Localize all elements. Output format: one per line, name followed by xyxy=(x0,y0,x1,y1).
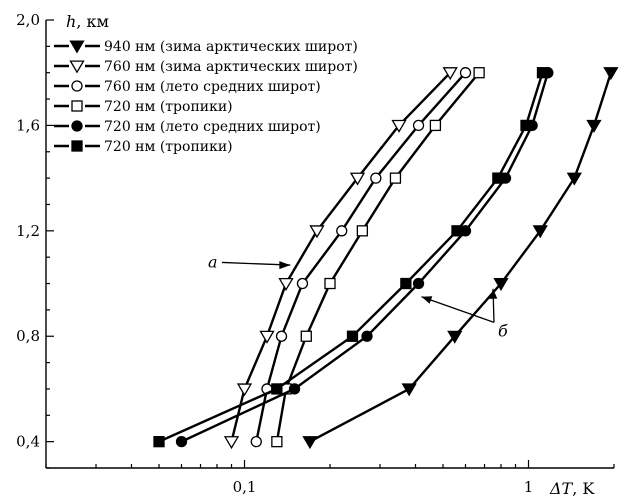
legend: 940 нм (зима арктических широт) 760 нм (з… xyxy=(54,39,358,155)
legend-entry: 720 нм (лето средних широт) xyxy=(54,119,321,135)
data-point-marker xyxy=(493,278,509,291)
series-line xyxy=(230,71,452,442)
y-tick-label: 2,0 xyxy=(16,11,40,29)
legend-entry: 760 нм (лето средних широт) xyxy=(54,79,321,95)
data-point-marker xyxy=(69,40,85,54)
data-point-marker xyxy=(492,172,504,184)
legend-label: 940 нм (зима арктических широт) xyxy=(104,39,358,55)
series-2 xyxy=(250,67,472,448)
annotation-arrow xyxy=(421,296,495,323)
data-point-marker xyxy=(442,67,458,81)
annotation-label: б xyxy=(498,321,508,340)
series-1 xyxy=(223,67,458,450)
annotation-arrow xyxy=(221,261,291,266)
annotations: aб xyxy=(208,252,508,340)
annotation-arrowhead xyxy=(489,288,498,299)
data-point-marker xyxy=(271,383,283,395)
data-point-marker xyxy=(259,330,275,344)
data-point-marker xyxy=(346,330,359,342)
x-tick-label: 0,1 xyxy=(233,478,257,496)
data-point-marker xyxy=(400,277,412,290)
y-tick-label: 0,4 xyxy=(16,433,40,451)
data-point-marker xyxy=(603,67,619,81)
series-line xyxy=(309,72,613,443)
data-point-marker xyxy=(300,330,312,342)
data-point-marker xyxy=(412,119,425,132)
data-point-marker xyxy=(412,277,425,290)
legend-entry: 940 нм (зима арктических широт) xyxy=(54,39,358,55)
data-point-marker xyxy=(278,278,294,291)
data-point-marker xyxy=(401,383,417,397)
series-line xyxy=(158,72,544,443)
data-point-marker xyxy=(309,225,325,239)
x-axis-symbol: ΔT xyxy=(549,479,574,498)
data-point-marker xyxy=(391,119,407,133)
series-0 xyxy=(302,67,619,450)
data-point-marker xyxy=(336,225,348,237)
legend-label: 720 нм (лето средних широт) xyxy=(104,119,321,135)
data-point-marker xyxy=(370,172,382,184)
data-point-marker xyxy=(566,172,582,186)
data-point-marker xyxy=(271,435,283,448)
annotation-arrowhead xyxy=(421,296,433,304)
legend-label: 720 нм (тропики) xyxy=(104,139,233,155)
data-point-marker xyxy=(71,80,83,92)
data-point-marker xyxy=(275,330,288,342)
data-point-marker xyxy=(288,383,301,395)
legend-label: 760 нм (лето средних широт) xyxy=(104,79,321,95)
ticks: 0,1 1 0,4 0,8 1,2 1,6 2,0 xyxy=(16,11,615,496)
y-tick-label: 1,6 xyxy=(16,116,40,134)
annotation-a: a xyxy=(208,252,291,271)
x-axis-unit: , K xyxy=(572,479,595,498)
y-tick-label: 0,8 xyxy=(16,327,40,345)
data-point-marker xyxy=(429,119,442,132)
data-point-marker xyxy=(473,67,485,79)
data-point-marker xyxy=(153,435,165,448)
x-axis-label: ΔT, K xyxy=(549,479,595,498)
y-axis-symbol: h xyxy=(66,12,76,31)
data-point-marker xyxy=(459,67,472,79)
y-axis-label: h, км xyxy=(66,12,109,31)
series-layer xyxy=(153,67,619,450)
data-point-marker xyxy=(447,330,463,344)
data-point-marker xyxy=(69,60,85,74)
data-point-marker xyxy=(586,119,602,133)
series-line xyxy=(255,71,467,442)
data-point-marker xyxy=(296,277,309,290)
legend-entry: 720 нм (тропики) xyxy=(54,139,233,155)
legend-label: 720 нм (тропики) xyxy=(104,99,233,115)
data-point-marker xyxy=(361,330,373,342)
legend-entry: 720 нм (тропики) xyxy=(54,99,233,115)
data-point-marker xyxy=(71,100,83,112)
y-tick-label: 1,2 xyxy=(16,222,40,240)
legend-label: 760 нм (зима арктических широт) xyxy=(104,59,358,75)
data-point-marker xyxy=(71,120,83,132)
data-point-marker xyxy=(389,172,402,184)
legend-entry: 760 нм (зима арктических широт) xyxy=(54,59,358,75)
annotation-b: б xyxy=(421,288,508,340)
data-point-marker xyxy=(223,436,240,450)
data-point-marker xyxy=(302,436,318,450)
y-axis-unit: , км xyxy=(76,12,109,31)
data-point-marker xyxy=(520,119,532,132)
series-5 xyxy=(153,67,549,448)
data-point-marker xyxy=(356,225,369,237)
data-point-marker xyxy=(349,172,366,186)
series-line xyxy=(180,72,550,443)
annotation-arrowhead xyxy=(279,261,291,270)
data-point-marker xyxy=(71,140,83,152)
data-point-marker xyxy=(324,277,336,290)
data-point-marker xyxy=(536,67,549,79)
x-tick-label: 1 xyxy=(524,478,534,496)
data-point-marker xyxy=(236,383,253,397)
data-point-marker xyxy=(250,435,262,448)
annotation-label: a xyxy=(208,252,218,271)
data-point-marker xyxy=(532,225,548,239)
data-point-marker xyxy=(175,435,188,448)
data-point-marker xyxy=(451,225,463,237)
